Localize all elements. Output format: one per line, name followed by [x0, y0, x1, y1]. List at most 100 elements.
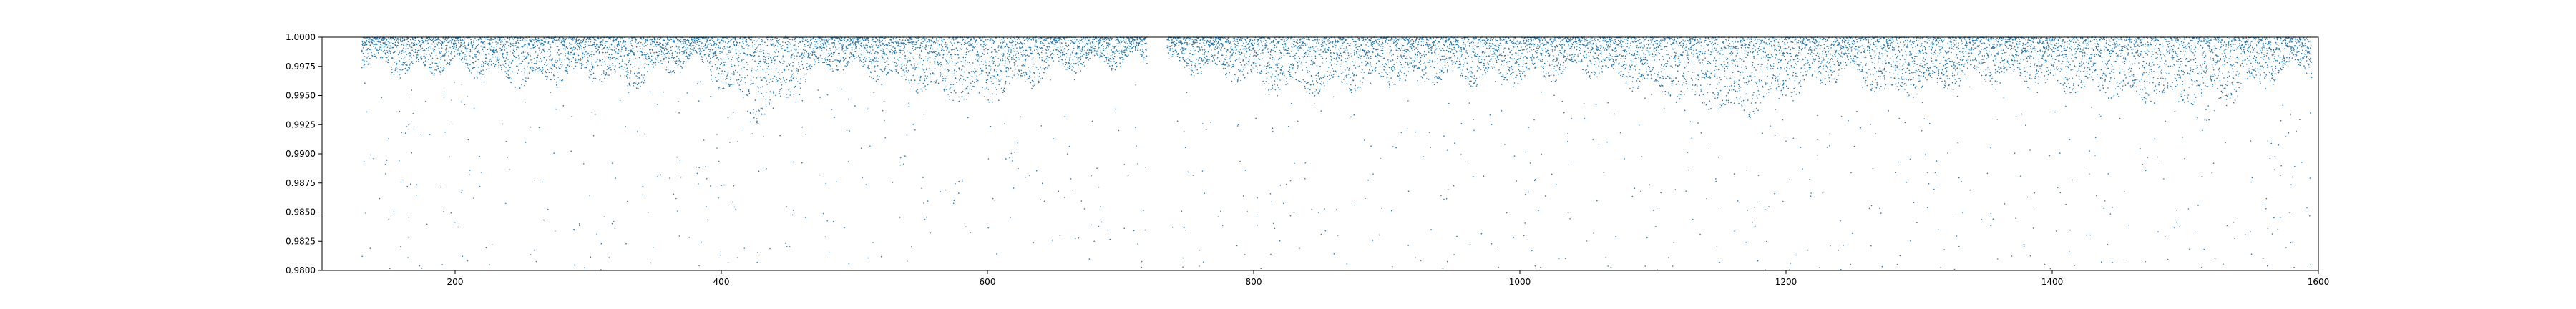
data-point	[896, 52, 897, 54]
data-point	[975, 59, 977, 60]
data-point	[383, 37, 385, 39]
data-point	[504, 45, 506, 47]
data-point	[563, 39, 565, 41]
data-point	[932, 52, 934, 54]
data-point	[825, 42, 826, 44]
data-point	[998, 80, 1000, 82]
data-point	[408, 68, 409, 70]
data-point	[917, 89, 918, 91]
data-point	[912, 47, 913, 49]
data-point	[685, 41, 686, 42]
data-point	[545, 38, 547, 40]
data-point	[715, 46, 716, 49]
data-point	[997, 74, 999, 76]
data-point	[982, 52, 984, 54]
data-point	[924, 68, 925, 70]
data-point	[999, 66, 1001, 68]
data-point	[526, 46, 528, 48]
data-point	[789, 94, 791, 96]
data-point	[608, 67, 610, 69]
data-point	[829, 65, 831, 67]
data-point	[426, 48, 428, 49]
data-point	[1066, 56, 1068, 58]
data-point	[872, 45, 874, 47]
data-point	[410, 46, 411, 48]
data-point	[377, 50, 379, 52]
data-point	[879, 43, 880, 45]
data-point	[981, 46, 982, 47]
data-point	[612, 62, 613, 64]
data-point	[937, 54, 939, 56]
data-point	[628, 54, 629, 56]
data-point	[1064, 53, 1065, 55]
data-point	[1107, 57, 1109, 59]
data-point	[480, 73, 482, 74]
data-point	[1001, 87, 1002, 89]
data-point	[1103, 54, 1106, 57]
data-point	[781, 58, 783, 60]
data-point	[814, 45, 815, 47]
data-point	[796, 69, 797, 72]
data-point	[762, 44, 763, 45]
data-point	[801, 60, 802, 62]
data-point	[742, 39, 744, 40]
data-point	[473, 40, 474, 42]
data-point	[745, 54, 747, 56]
data-point	[1055, 41, 1057, 44]
data-point	[655, 64, 656, 66]
data-point	[738, 61, 740, 62]
data-point	[563, 48, 565, 50]
data-point	[902, 43, 904, 45]
data-point	[841, 49, 843, 51]
data-point	[624, 62, 626, 64]
data-point	[993, 60, 995, 62]
data-point	[718, 38, 720, 40]
data-point	[589, 69, 590, 72]
data-point	[632, 47, 634, 49]
data-point	[515, 41, 517, 43]
data-point	[615, 65, 616, 67]
data-point	[927, 45, 930, 46]
data-point	[741, 45, 743, 47]
data-point	[1033, 63, 1035, 65]
data-point	[997, 45, 1000, 46]
data-point	[727, 72, 729, 74]
data-point	[979, 43, 980, 45]
data-point	[937, 40, 940, 42]
data-point	[1079, 50, 1080, 52]
data-point	[489, 48, 490, 50]
data-point	[804, 44, 806, 46]
data-point	[568, 65, 570, 67]
data-point	[378, 39, 380, 41]
data-point	[575, 39, 577, 41]
data-point	[583, 54, 585, 55]
data-point	[1088, 40, 1090, 42]
data-point	[665, 52, 668, 54]
data-point	[662, 56, 663, 57]
data-point	[591, 51, 593, 53]
data-point	[414, 40, 416, 41]
data-point	[660, 60, 662, 62]
data-point	[1128, 54, 1129, 56]
data-point	[557, 72, 558, 73]
data-point	[429, 37, 431, 39]
data-point	[864, 57, 865, 59]
data-point	[688, 54, 690, 56]
data-point	[435, 46, 436, 47]
data-point	[644, 42, 645, 44]
data-point	[687, 57, 689, 59]
data-point	[405, 51, 406, 53]
data-point	[944, 68, 946, 70]
data-point	[1010, 67, 1012, 69]
data-point	[496, 52, 497, 53]
data-point	[827, 56, 829, 57]
data-point	[474, 49, 475, 50]
data-point	[950, 88, 951, 89]
data-point	[754, 52, 756, 53]
data-point	[685, 63, 686, 65]
data-point	[1024, 54, 1026, 56]
data-point	[914, 79, 916, 81]
data-point	[502, 46, 504, 48]
data-point	[1015, 57, 1018, 58]
